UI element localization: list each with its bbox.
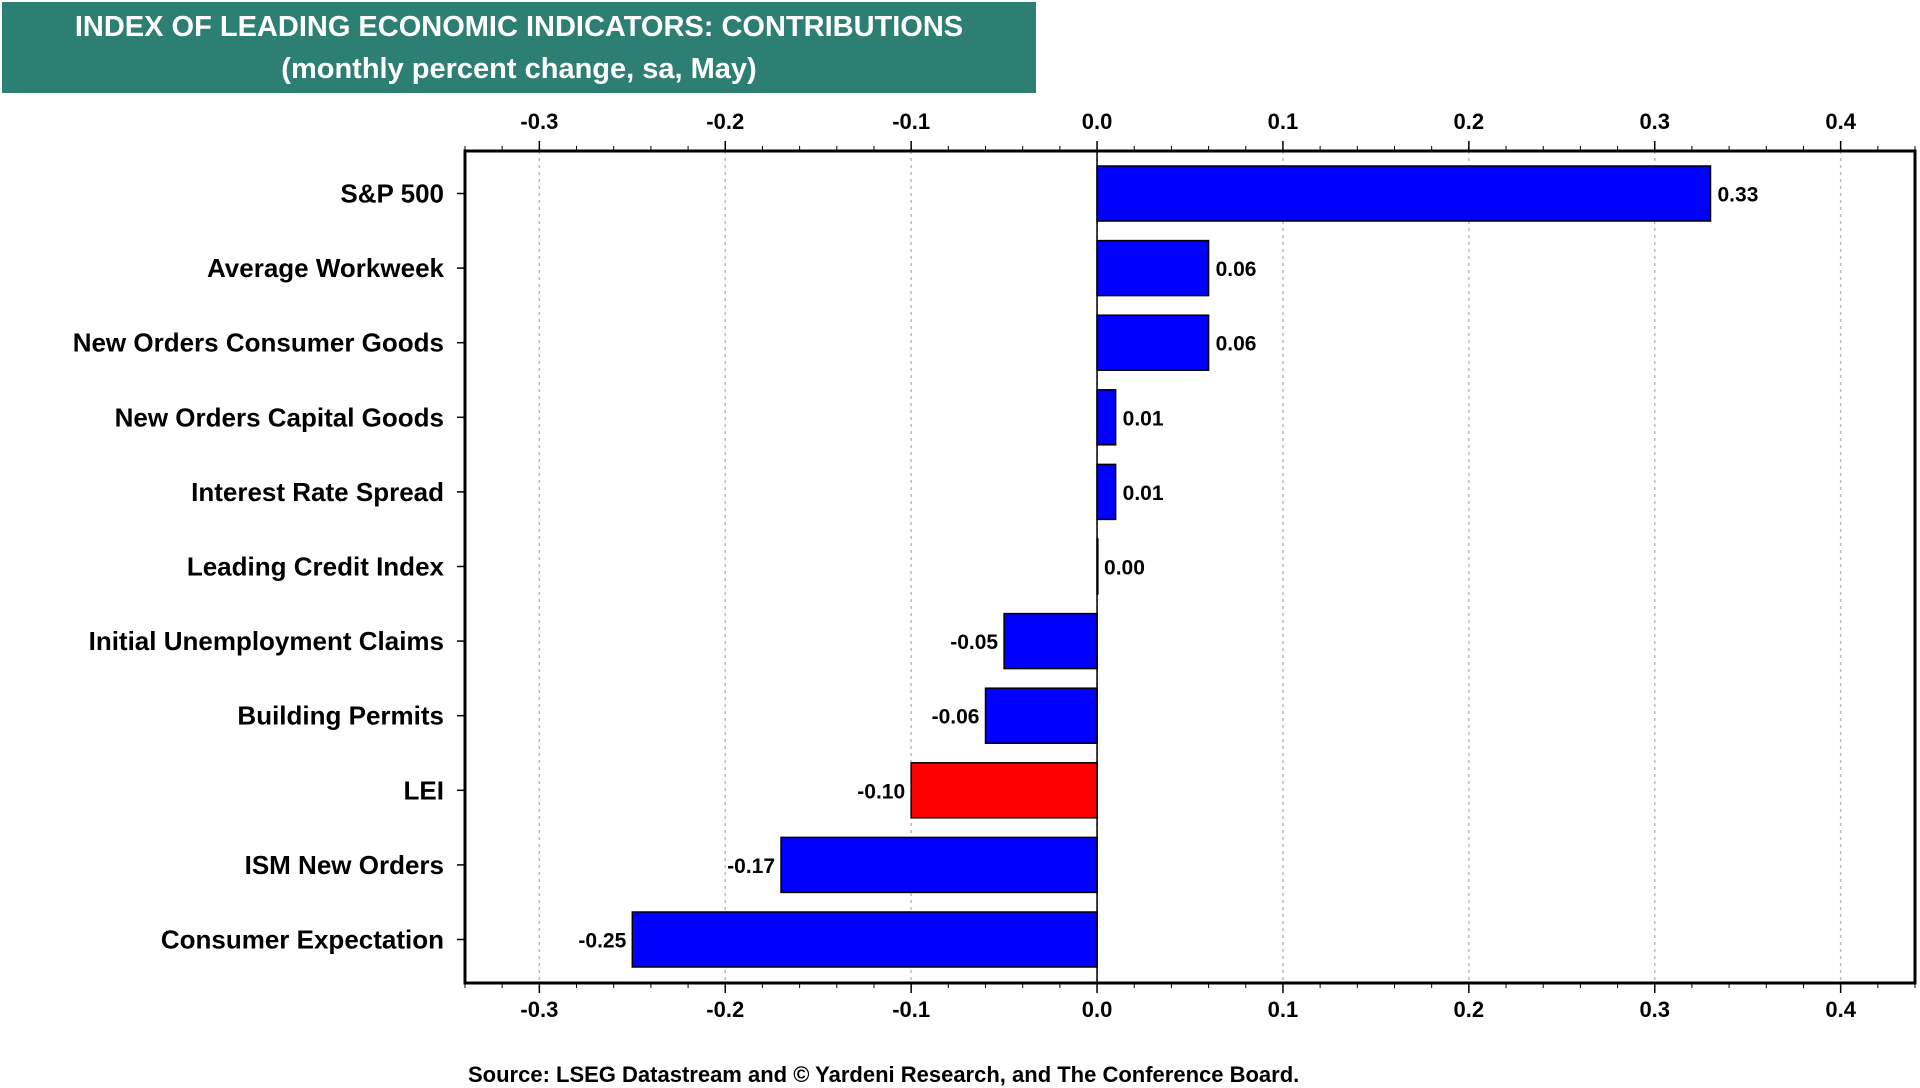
value-label: -0.25 <box>578 930 626 953</box>
category-label: Initial Unemployment Claims <box>89 626 444 656</box>
value-label: 0.00 <box>1104 557 1145 580</box>
value-label: -0.17 <box>727 855 775 878</box>
category-label: Consumer Expectation <box>161 925 444 955</box>
x-tick-label-bottom: 0.4 <box>1825 997 1856 1022</box>
category-label: Leading Credit Index <box>187 552 445 582</box>
bar <box>1096 239 1210 297</box>
category-label: S&P 500 <box>340 179 444 209</box>
x-tick-label-bottom: -0.3 <box>520 997 558 1022</box>
bar <box>1003 612 1098 670</box>
x-tick-label-bottom: 0.3 <box>1639 997 1670 1022</box>
value-label: 0.01 <box>1123 407 1164 430</box>
bar <box>1096 538 1099 595</box>
bar <box>1096 165 1712 222</box>
x-tick-label-top: 0.3 <box>1639 109 1670 134</box>
bar <box>631 911 1098 968</box>
category-label: New Orders Consumer Goods <box>73 328 444 358</box>
source-note: Source: LSEG Datastream and © Yardeni Re… <box>468 1062 1300 1087</box>
x-tick-label-top: 0.1 <box>1268 109 1299 134</box>
bar <box>1096 314 1210 371</box>
category-label: Average Workweek <box>207 253 445 283</box>
bar <box>1096 463 1117 521</box>
value-label: 0.06 <box>1216 333 1257 356</box>
value-label: 0.33 <box>1718 184 1759 207</box>
x-tick-label-top: -0.3 <box>520 109 558 134</box>
value-label: -0.05 <box>950 631 998 654</box>
bar <box>780 836 1098 894</box>
x-tick-label-top: 0.4 <box>1825 109 1856 134</box>
x-tick-label-bottom: 0.2 <box>1454 997 1485 1022</box>
plot-frame <box>463 149 1917 985</box>
bar <box>1096 389 1117 446</box>
x-tick-label-top: -0.1 <box>892 109 930 134</box>
category-label: Building Permits <box>237 701 444 731</box>
value-label: -0.06 <box>932 706 980 729</box>
category-label: ISM New Orders <box>245 850 444 880</box>
category-label: Interest Rate Spread <box>191 477 444 507</box>
x-tick-label-bottom: -0.2 <box>706 997 744 1022</box>
bar <box>910 762 1098 819</box>
chart-title-box: INDEX OF LEADING ECONOMIC INDICATORS: CO… <box>2 2 1036 93</box>
x-tick-label-top: 0.0 <box>1082 109 1113 134</box>
value-label: -0.10 <box>857 780 905 803</box>
x-tick-label-bottom: -0.1 <box>892 997 930 1022</box>
value-label: 0.01 <box>1123 482 1164 505</box>
value-label: 0.06 <box>1216 258 1257 281</box>
category-label: LEI <box>404 775 444 805</box>
chart-subtitle: (monthly percent change, sa, May) <box>281 53 757 85</box>
bar <box>984 687 1098 744</box>
chart-title: INDEX OF LEADING ECONOMIC INDICATORS: CO… <box>74 11 964 43</box>
x-tick-label-bottom: 0.0 <box>1082 997 1113 1022</box>
x-tick-label-bottom: 0.1 <box>1268 997 1299 1022</box>
x-tick-label-top: -0.2 <box>706 109 744 134</box>
x-tick-label-top: 0.2 <box>1454 109 1485 134</box>
category-label: New Orders Capital Goods <box>115 402 444 432</box>
